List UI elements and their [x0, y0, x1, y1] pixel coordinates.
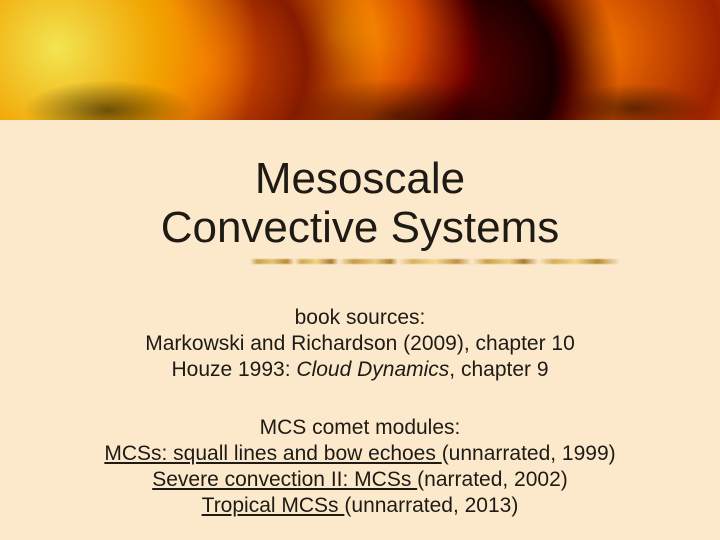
book-source-2: Houze 1993: Cloud Dynamics, chapter 9: [0, 358, 720, 382]
title-block: Mesoscale Convective Systems: [0, 154, 720, 264]
decorative-banner: [0, 0, 720, 120]
title-underline-art: [250, 259, 620, 264]
module-link-severe-convection[interactable]: Severe convection II: MCSs: [152, 468, 417, 491]
slide-title: Mesoscale Convective Systems: [161, 154, 560, 253]
book-sources-block: book sources: Markowski and Richardson (…: [0, 306, 720, 382]
module-link-tropical-mcss[interactable]: Tropical MCSs: [202, 494, 345, 517]
module-1-tail: (unnarrated, 1999): [442, 442, 616, 465]
module-line-1: MCSs: squall lines and bow echoes (unnar…: [0, 442, 720, 466]
comet-modules-heading: MCS comet modules:: [0, 416, 720, 440]
book-source-1: Markowski and Richardson (2009), chapter…: [0, 332, 720, 356]
module-line-3: Tropical MCSs (unnarrated, 2013): [0, 494, 720, 518]
module-2-tail: (narrated, 2002): [417, 468, 568, 491]
book-source-2-post: , chapter 9: [449, 358, 548, 381]
module-line-2: Severe convection II: MCSs (narrated, 20…: [0, 468, 720, 492]
title-underline: [250, 259, 620, 264]
module-link-squall-lines[interactable]: MCSs: squall lines and bow echoes: [104, 442, 441, 465]
book-source-2-title: Cloud Dynamics: [296, 358, 449, 381]
book-sources-heading: book sources:: [0, 306, 720, 330]
comet-modules-block: MCS comet modules: MCSs: squall lines an…: [0, 416, 720, 518]
title-line-2: Convective Systems: [161, 203, 560, 252]
title-line-1: Mesoscale: [255, 154, 465, 203]
book-source-2-pre: Houze 1993:: [171, 358, 296, 381]
module-3-tail: (unnarrated, 2013): [344, 494, 518, 517]
banner-blotch: [0, 0, 720, 120]
